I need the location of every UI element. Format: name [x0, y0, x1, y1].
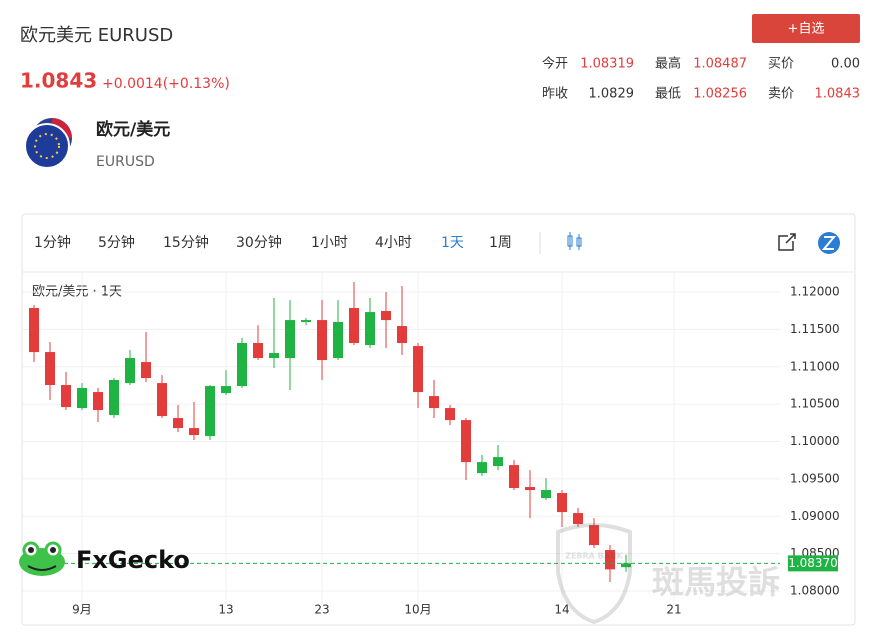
interval-tab[interactable]: 1小时 — [311, 235, 348, 251]
candle-body — [429, 396, 439, 409]
candle-body — [333, 322, 343, 359]
quote-label: 最高 — [655, 56, 681, 72]
candle-body — [301, 320, 311, 323]
y-tick-label: 1.09500 — [790, 471, 840, 485]
candle-body — [589, 525, 599, 546]
zebra-cn-label: 斑馬投訴 — [652, 563, 780, 601]
y-tick-label: 1.11000 — [790, 359, 840, 373]
candle-body — [269, 353, 279, 359]
quote-label: 今开 — [542, 56, 568, 72]
quote-value: 1.0843 — [815, 87, 861, 102]
candle-body — [45, 352, 55, 386]
brand-watermark: FxGecko — [76, 546, 190, 574]
interval-tab[interactable]: 1分钟 — [34, 234, 71, 251]
toolbar: 1分钟 5分钟 15分钟 30分钟 1小时 4小时 1天 1周 — [34, 234, 512, 251]
y-tick-label: 1.10500 — [790, 397, 840, 411]
candle-body — [525, 487, 535, 491]
chart-card — [21, 213, 856, 626]
candle-body — [205, 386, 215, 437]
quote-table: 今开 1.08319 最高 1.08487 买价 0.00 昨收 1.0829 … — [542, 56, 860, 102]
candle-body — [397, 326, 407, 344]
flag-icon — [24, 118, 72, 169]
price-change: +0.0014(+0.13%) — [102, 76, 230, 92]
candle-body — [125, 358, 135, 384]
candle-body — [349, 308, 359, 344]
candle-body — [77, 388, 87, 409]
candle-body — [93, 392, 103, 411]
y-tick-label: 1.11500 — [790, 322, 840, 336]
quote-value: 1.08256 — [693, 87, 747, 102]
x-tick-label: 14 — [554, 603, 569, 617]
quote-value: 1.0829 — [589, 87, 635, 102]
y-tick-label: 1.12000 — [790, 285, 840, 299]
quote-value: 0.00 — [831, 57, 860, 72]
y-tick-label: 1.10000 — [790, 434, 840, 448]
instrument-code: EURUSD — [96, 154, 155, 170]
watch-button-label[interactable]: +自选 — [788, 22, 825, 37]
interval-tab[interactable]: 1周 — [489, 235, 512, 251]
candle-body — [221, 386, 231, 394]
candle-body — [413, 346, 423, 393]
candle-body — [237, 343, 247, 387]
candle-body — [157, 383, 167, 417]
x-tick-label: 10月 — [404, 603, 431, 617]
fxgecko-watermark: FxGecko — [19, 541, 190, 576]
zebra-watermark: ZEBRA BANK 斑馬投訴 — [556, 523, 780, 625]
candle-body — [557, 493, 567, 513]
zebra-label: ZEBRA BANK — [565, 552, 623, 561]
candle-body — [477, 462, 487, 474]
candle-body — [365, 312, 375, 346]
x-tick-label: 23 — [314, 603, 329, 617]
interval-tab[interactable]: 15分钟 — [163, 234, 209, 251]
candle-body — [493, 457, 503, 467]
candle-body — [109, 380, 119, 416]
candle-body — [509, 465, 519, 489]
quote-label: 昨收 — [542, 87, 568, 102]
candle-body — [461, 420, 471, 463]
quote-label: 卖价 — [768, 87, 794, 102]
candle-body — [381, 311, 391, 321]
quote-label: 买价 — [768, 57, 794, 72]
candle-body — [445, 408, 455, 421]
candle-body — [285, 320, 295, 359]
candle-body — [61, 385, 71, 408]
page-title: 欧元美元 EURUSD — [20, 25, 173, 46]
candle-body — [541, 490, 551, 499]
y-tick-label: 1.08000 — [790, 584, 840, 598]
interval-tab[interactable]: 30分钟 — [236, 234, 282, 251]
y-tick-label: 1.09000 — [790, 509, 840, 523]
x-tick-label: 9月 — [72, 603, 92, 617]
candle-body — [29, 308, 39, 353]
interval-tab[interactable]: 1天 — [441, 235, 464, 251]
quote-value: 1.08319 — [580, 57, 634, 72]
watch-button[interactable] — [752, 14, 860, 43]
last-price-box — [788, 555, 838, 572]
brand-icon[interactable] — [818, 232, 840, 254]
x-tick-label: 21 — [666, 603, 681, 617]
candle-body — [621, 563, 631, 568]
popout-icon[interactable] — [778, 233, 796, 251]
x-tick-label: 13 — [218, 603, 233, 617]
quote-label: 最低 — [655, 87, 681, 102]
instrument-name: 欧元/美元 — [96, 119, 170, 140]
candle-body — [141, 362, 151, 379]
interval-tab[interactable]: 5分钟 — [98, 234, 135, 251]
quote-value: 1.08487 — [693, 57, 747, 72]
price: 1.0843 — [20, 69, 97, 93]
candle-body — [253, 343, 263, 359]
plot: 欧元/美元 · 1天1.080001.085001.090001.095001.… — [22, 272, 840, 617]
candle-type-icon[interactable] — [567, 232, 582, 250]
interval-tab[interactable]: 4小时 — [375, 235, 412, 251]
candle-body — [173, 418, 183, 429]
last-price-label: 1.08370 — [788, 556, 838, 570]
candle-body — [573, 513, 583, 525]
candle-body — [317, 320, 327, 361]
candle-body — [605, 550, 615, 570]
candle-body — [189, 428, 199, 436]
